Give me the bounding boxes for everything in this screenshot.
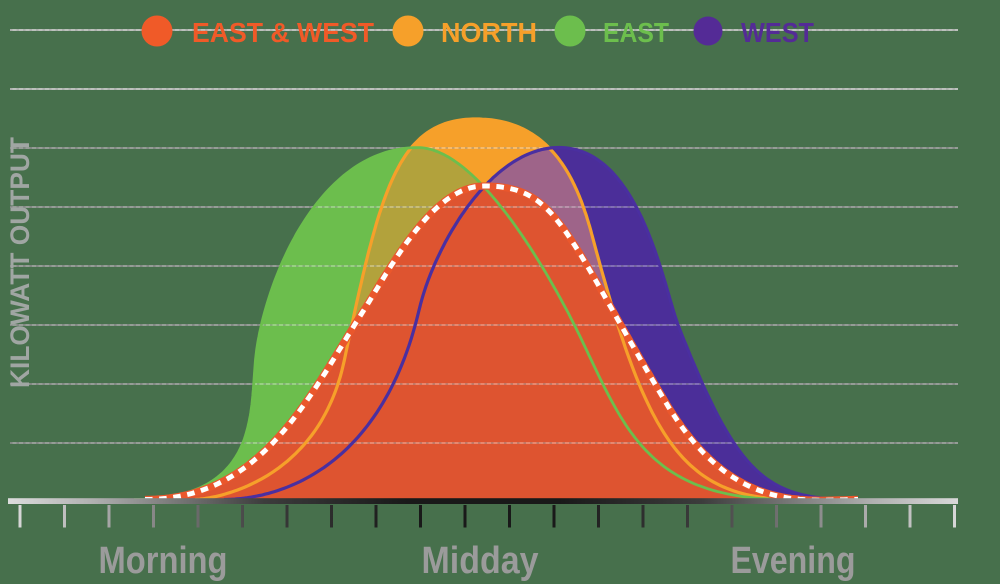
svg-text:NORTH: NORTH [441, 17, 537, 48]
svg-text:EAST & WEST: EAST & WEST [192, 17, 374, 48]
svg-text:EAST: EAST [603, 17, 669, 48]
svg-text:KILOWATT OUTPUT: KILOWATT OUTPUT [5, 137, 35, 388]
svg-text:Evening: Evening [731, 540, 856, 582]
svg-text:Midday: Midday [422, 540, 539, 582]
svg-text:Morning: Morning [99, 540, 228, 582]
svg-text:WEST: WEST [741, 17, 814, 48]
